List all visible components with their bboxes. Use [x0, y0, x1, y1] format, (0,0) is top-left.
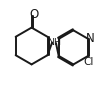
Text: Cl: Cl [83, 57, 93, 67]
Text: O: O [30, 8, 39, 21]
Text: N: N [86, 32, 95, 45]
Text: NH: NH [47, 38, 61, 47]
